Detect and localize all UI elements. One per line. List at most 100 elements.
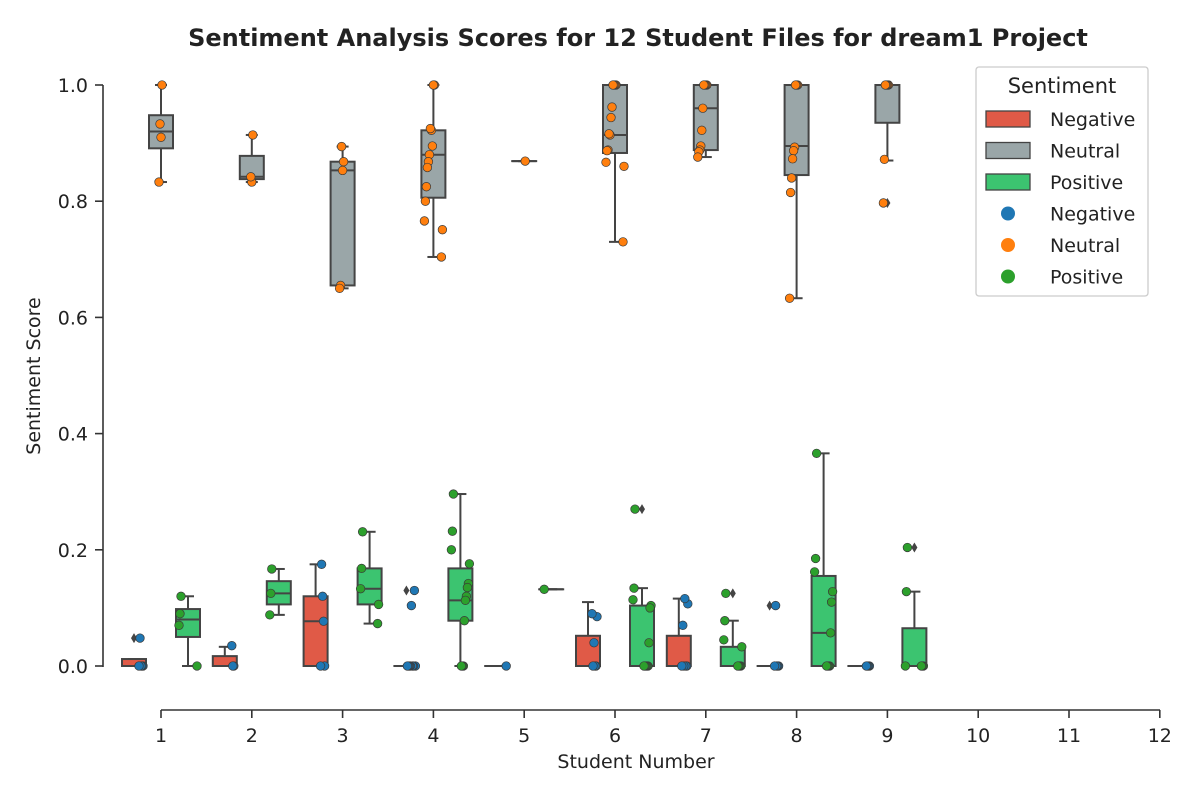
point-positive — [825, 628, 836, 638]
box-plots — [121, 84, 928, 668]
legend-label: Negative — [1050, 109, 1135, 131]
point-neutral — [421, 182, 432, 192]
point-positive — [447, 526, 458, 536]
box-body — [302, 595, 329, 668]
point-neutral — [790, 80, 801, 90]
outlier-marker — [639, 504, 645, 515]
legend-title: Sentiment — [1008, 74, 1117, 98]
outlier-marker — [729, 588, 736, 599]
point-neutral — [520, 156, 530, 166]
point-positive — [902, 542, 913, 553]
point-positive — [464, 559, 475, 569]
point-positive — [356, 563, 367, 574]
point-neutral — [436, 252, 447, 262]
point-neutral — [248, 130, 258, 140]
y-tick-label: 0.0 — [58, 656, 88, 678]
y-axis-label: Sentiment Score — [23, 297, 45, 454]
x-tick-label: 10 — [966, 725, 990, 747]
point-neutral — [788, 146, 799, 156]
point-neutral — [422, 162, 433, 173]
point-neutral — [784, 293, 795, 303]
point-negative — [587, 609, 597, 619]
box-negative — [393, 585, 420, 668]
point-positive — [809, 567, 820, 577]
legend-swatch — [985, 173, 1031, 191]
point-neutral — [246, 172, 256, 182]
box-positive — [719, 588, 746, 668]
point-positive — [372, 618, 383, 629]
box-negative — [211, 645, 238, 667]
point-positive — [737, 642, 747, 652]
x-tick-label: 4 — [427, 725, 439, 747]
point-positive — [265, 610, 275, 620]
point-positive — [916, 661, 927, 671]
point-neutral — [878, 198, 889, 208]
point-negative — [677, 661, 687, 671]
point-negative — [678, 620, 688, 630]
point-positive — [446, 545, 457, 555]
point-neutral — [604, 129, 614, 139]
chart-title: Sentiment Analysis Scores for 12 Student… — [188, 24, 1088, 52]
point-positive — [266, 588, 276, 599]
point-negative — [861, 661, 872, 671]
box-body — [901, 627, 928, 667]
point-neutral — [618, 237, 628, 247]
point-neutral — [608, 80, 618, 90]
point-positive — [267, 564, 277, 574]
point-neutral — [334, 283, 345, 294]
point-neutral — [786, 173, 797, 183]
point-negative — [501, 661, 511, 671]
outlier-marker — [911, 542, 918, 553]
x-tick-label: 11 — [1057, 725, 1081, 747]
point-neutral — [157, 80, 167, 90]
outlier-marker — [131, 633, 137, 644]
point-neutral — [428, 80, 439, 90]
x-ticks: 1 2 3 4 5 6 7 8 9 10 11 12 — [155, 710, 1172, 747]
point-negative — [135, 633, 145, 643]
point-positive — [639, 661, 649, 671]
box-negative — [665, 597, 692, 668]
point-negative — [588, 661, 598, 671]
point-neutral — [425, 123, 436, 134]
point-neutral — [619, 161, 629, 171]
box-body — [874, 84, 901, 124]
point-positive — [174, 620, 184, 630]
point-positive — [192, 661, 202, 671]
point-neutral — [698, 103, 708, 113]
legend-label: Neutral — [1050, 141, 1120, 163]
point-positive — [821, 661, 832, 671]
point-neutral — [785, 187, 796, 198]
legend: Sentiment Negative Neutral Positive Negativ… — [975, 66, 1149, 297]
point-positive — [826, 597, 837, 607]
x-tick-label: 7 — [700, 725, 712, 747]
point-positive — [719, 635, 729, 645]
box-neutral — [874, 84, 901, 208]
point-positive — [629, 583, 639, 593]
point-positive — [456, 661, 467, 671]
point-positive — [720, 616, 730, 626]
box-positive — [901, 542, 928, 667]
box-body — [329, 160, 356, 287]
y-tick-label: 1.0 — [58, 75, 88, 97]
point-neutral — [419, 216, 430, 226]
point-positive — [460, 595, 471, 605]
box-body — [783, 84, 810, 177]
point-positive — [630, 504, 640, 514]
x-tick-label: 1 — [155, 725, 167, 747]
legend-swatch — [985, 110, 1031, 128]
point-positive — [810, 553, 821, 564]
x-tick-label: 9 — [881, 725, 893, 747]
point-negative — [316, 559, 327, 569]
point-negative — [406, 600, 417, 611]
point-negative — [134, 661, 144, 671]
point-positive — [733, 661, 743, 671]
point-positive — [628, 595, 638, 605]
point-positive — [827, 586, 838, 597]
legend-point-swatch — [1001, 269, 1015, 284]
y-tick-label: 0.8 — [58, 191, 88, 213]
box-body — [629, 604, 655, 667]
box-positive — [356, 530, 383, 625]
legend-swatch — [985, 141, 1031, 160]
x-tick-label: 6 — [609, 725, 621, 747]
